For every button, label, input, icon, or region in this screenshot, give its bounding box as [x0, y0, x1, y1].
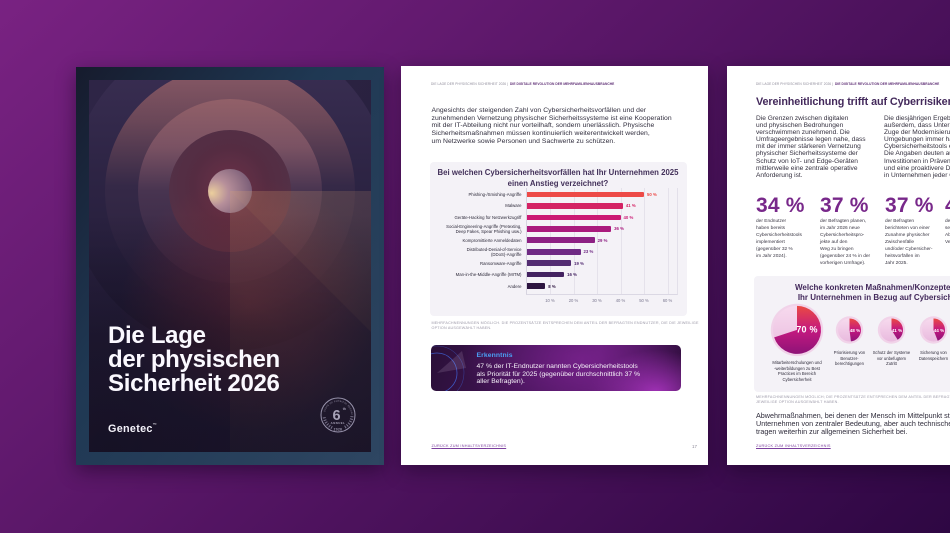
svg-text:41 %: 41 %: [892, 328, 902, 333]
svg-text:2026: 2026: [334, 428, 343, 432]
svg-text:ANNUEL: ANNUEL: [331, 421, 346, 425]
svg-text:6: 6: [332, 408, 340, 424]
svg-text:44 %: 44 %: [934, 328, 944, 333]
svg-text:th: th: [343, 407, 346, 411]
svg-text:48 %: 48 %: [850, 328, 860, 333]
svg-text:70 %: 70 %: [796, 324, 817, 334]
